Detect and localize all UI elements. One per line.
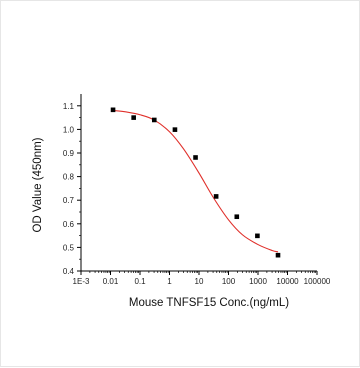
data-point <box>213 194 219 199</box>
x-tick-label: 1 <box>167 277 172 286</box>
x-axis-title: Mouse TNFSF15 Conc.(ng/mL) <box>129 297 289 309</box>
x-tick-label: 100 <box>222 277 236 286</box>
chart-axes: 1E-3 0.01 0.1 1 10 100 1000 10000 100000 0.4 0.5 0.… <box>63 94 331 286</box>
y-tick-label: 0.5 <box>63 243 75 252</box>
x-tick-label: 0.1 <box>134 277 146 286</box>
y-tick-label: 1.1 <box>63 102 75 111</box>
data-point <box>255 233 260 239</box>
data-point <box>172 127 178 132</box>
x-tick-label: 10 <box>195 277 204 286</box>
x-tick-label: 0.01 <box>103 277 119 286</box>
y-tick-label: 0.7 <box>63 196 75 205</box>
data-point <box>131 115 136 120</box>
fit-curve <box>112 109 279 253</box>
x-tick-label: 1000 <box>249 277 267 286</box>
data-point <box>234 214 240 220</box>
data-point <box>193 155 198 160</box>
x-tick-label: 10000 <box>276 277 299 286</box>
x-tick-label: 100000 <box>304 277 331 286</box>
data-point <box>110 107 116 113</box>
y-tick-label: 1.0 <box>63 125 75 134</box>
data-point <box>151 117 157 123</box>
chart-marks <box>110 107 281 258</box>
y-axis-title: OD Value (450nm) <box>32 137 44 232</box>
y-tick-label: 0.4 <box>63 267 75 276</box>
data-point <box>275 252 281 258</box>
x-tick-label: 1E-3 <box>73 277 90 286</box>
y-tick-label: 0.6 <box>63 220 75 229</box>
y-tick-label: 0.8 <box>63 173 75 182</box>
y-tick-label: 0.9 <box>63 149 75 158</box>
